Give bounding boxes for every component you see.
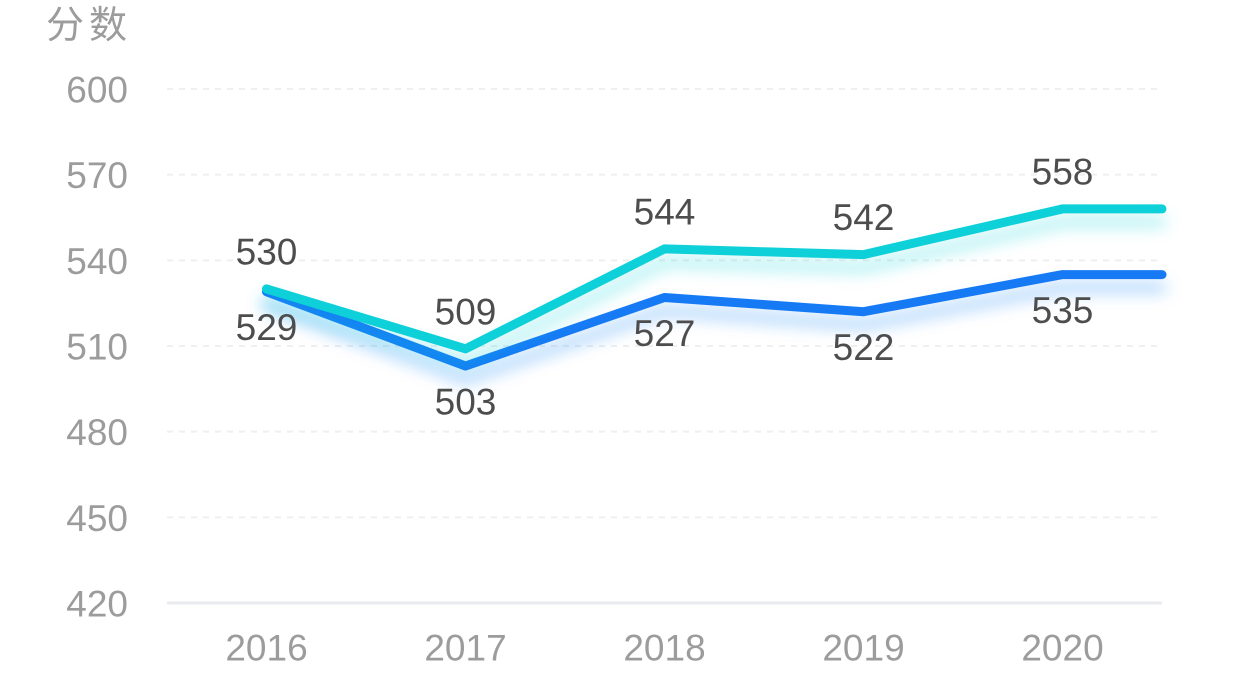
y-tick-label: 420 — [66, 584, 128, 625]
x-tick-label: 2016 — [225, 628, 307, 669]
data-label: 535 — [1032, 290, 1094, 331]
data-label: 503 — [435, 381, 497, 422]
data-label: 542 — [833, 197, 895, 238]
y-tick-label: 450 — [66, 498, 128, 539]
y-tick-label: 480 — [66, 412, 128, 453]
y-tick-label: 540 — [66, 241, 128, 282]
x-tick-label: 2017 — [424, 628, 506, 669]
data-label: 530 — [236, 231, 298, 272]
y-tick-label: 600 — [66, 70, 128, 111]
x-tick-label: 2019 — [822, 628, 904, 669]
data-label: 529 — [236, 307, 298, 348]
x-tick-label: 2018 — [623, 628, 705, 669]
y-tick-label: 510 — [66, 327, 128, 368]
y-tick-label: 570 — [66, 155, 128, 196]
data-label: 544 — [634, 191, 696, 232]
data-label: 558 — [1032, 151, 1094, 192]
data-label: 522 — [833, 327, 895, 368]
series-line-1 — [262, 270, 1167, 371]
series-line-0 — [262, 204, 1167, 354]
data-label: 527 — [634, 313, 696, 354]
data-label: 509 — [435, 291, 497, 332]
y-axis-title: 分数 — [46, 5, 132, 47]
x-tick-label: 2020 — [1021, 628, 1103, 669]
